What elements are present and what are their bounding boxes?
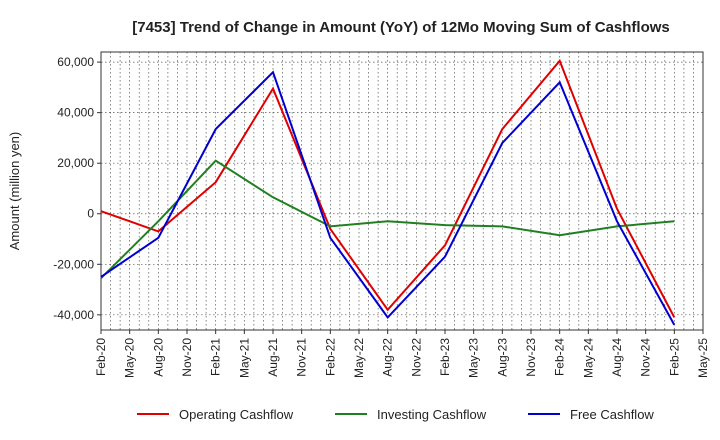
x-tick-label: Nov-21 (295, 338, 309, 377)
x-tick-label: May-25 (696, 338, 710, 378)
x-tick-label: Feb-22 (323, 338, 337, 376)
x-tick-label: Nov-20 (180, 338, 194, 377)
x-tick-label: Aug-21 (266, 338, 280, 377)
series (100, 58, 676, 326)
x-axis: Feb-20 May-20 Aug-20 Nov-20 Feb-21 May-21 Aug-… (94, 330, 710, 378)
x-tick-label: Aug-23 (495, 338, 509, 377)
y-axis-label: Amount (million yen) (7, 132, 22, 251)
x-tick-label: Aug-24 (610, 338, 624, 377)
operating-cashflow-line (100, 58, 676, 318)
x-tick-label: Feb-21 (209, 338, 223, 376)
y-tick-label: 40,000 (57, 106, 94, 120)
plot-area (100, 51, 704, 331)
x-tick-label: Feb-24 (553, 338, 567, 376)
grid (100, 52, 704, 330)
chart-title: [7453] Trend of Change in Amount (YoY) o… (132, 19, 670, 36)
x-tick-label: Aug-22 (381, 338, 395, 377)
y-tick-label: 0 (87, 207, 94, 221)
legend-label-free-cashflow: Free Cashflow (570, 407, 654, 422)
x-tick-label: Nov-22 (409, 338, 423, 377)
investing-cashflow-line (100, 159, 675, 279)
x-tick-label: May-22 (352, 338, 366, 378)
x-tick-label: Aug-20 (151, 338, 165, 377)
y-tick-label: 60,000 (57, 55, 94, 69)
y-tick-label: 20,000 (57, 156, 94, 170)
x-tick-label: Nov-23 (524, 338, 538, 377)
x-tick-label: Nov-24 (639, 338, 653, 377)
x-tick-label: May-21 (237, 338, 251, 378)
x-tick-label: May-24 (581, 338, 595, 378)
legend-label-operating-cashflow: Operating Cashflow (179, 407, 294, 422)
free-cashflow-line (100, 70, 676, 326)
legend-label-investing-cashflow: Investing Cashflow (377, 407, 487, 422)
y-tick-label: -20,000 (53, 257, 94, 271)
y-tick-label: -40,000 (53, 308, 94, 322)
y-axis: 60,000 40,000 20,000 0 -20,000 -40,000 (53, 55, 101, 322)
x-tick-label: Feb-25 (667, 338, 681, 376)
x-tick-label: May-20 (123, 338, 137, 378)
x-tick-label: Feb-23 (438, 338, 452, 376)
x-tick-label: Feb-20 (94, 338, 108, 376)
x-tick-label: May-23 (467, 338, 481, 378)
legend: Operating Cashflow Investing Cashflow Free… (137, 407, 654, 422)
